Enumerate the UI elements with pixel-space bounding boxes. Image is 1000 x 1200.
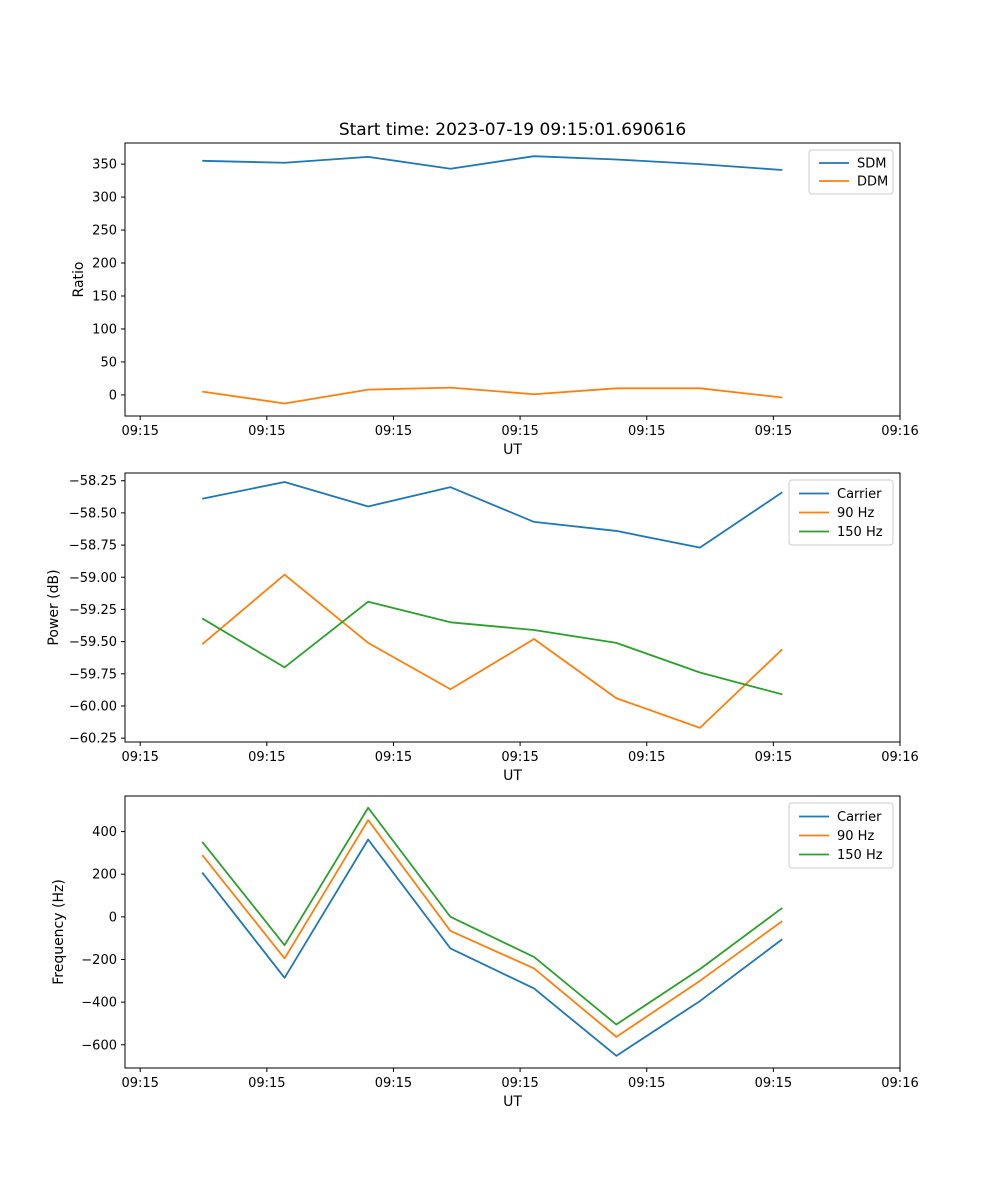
x-tick-label: 09:16 [881, 1076, 918, 1091]
y-tick-label: 300 [92, 191, 117, 206]
x-tick-label: 09:15 [755, 1076, 792, 1091]
legend-box [808, 149, 894, 195]
y-tick-label: −400 [81, 996, 117, 1011]
x-tick-label: 09:15 [375, 1076, 412, 1091]
series-line-carrier [202, 481, 783, 549]
y-tick-label: −59.75 [69, 667, 117, 682]
y-tick-label: −59.50 [69, 635, 117, 650]
legend-label: 90 Hz [837, 829, 874, 844]
y-tick-label: −60.00 [69, 699, 117, 714]
y-tick-label: −58.50 [69, 506, 117, 521]
x-tick-label: 09:15 [121, 424, 158, 439]
subplot-3: 09:15 09:15 09:15 09:15 09:15 09:15 09:16 400 20… [51, 795, 919, 1110]
legend-label: SDM [857, 157, 886, 172]
x-tick-label: 09:15 [375, 424, 412, 439]
x-tick-label: 09:15 [248, 750, 285, 765]
x-axis-label: UT [503, 768, 522, 784]
y-tick-label: 0 [109, 910, 117, 925]
chart-title: Start time: 2023-07-19 09:15:01.690616 [338, 120, 687, 140]
y-axis-label: Power (dB) [46, 569, 62, 645]
series-line-90-hz [201, 819, 783, 1038]
x-tick-label: 09:15 [755, 750, 792, 765]
series-line-sdm [202, 155, 783, 171]
y-tick-label: 200 [92, 257, 117, 272]
y-tick-label: −59.00 [69, 571, 117, 586]
y-tick-label: 400 [92, 825, 117, 840]
legend-label: Carrier [837, 487, 882, 502]
y-axis-label: Ratio [71, 262, 87, 298]
y-tick-label: −600 [81, 1038, 117, 1053]
y-tick-label: −200 [81, 953, 117, 968]
axes-frame [124, 472, 901, 743]
y-tick-label: 150 [92, 289, 117, 304]
series-line-150-hz [201, 600, 783, 696]
legend-label: 150 Hz [837, 848, 883, 863]
legend-box [788, 802, 894, 869]
legend-label: Carrier [837, 810, 882, 825]
x-axis-label: UT [503, 442, 522, 458]
x-tick-label: 09:15 [628, 424, 665, 439]
x-tick-label: 09:15 [755, 424, 792, 439]
y-tick-label: 50 [100, 355, 117, 370]
series-line-150-hz [201, 806, 783, 1026]
x-tick-label: 09:16 [881, 750, 918, 765]
legend-label: 90 Hz [837, 506, 874, 521]
series-line-90-hz [201, 573, 783, 729]
x-tick-label: 09:15 [501, 750, 538, 765]
y-tick-label: 200 [92, 868, 117, 883]
subplot-2: 09:15 09:15 09:15 09:15 09:15 09:15 09:16 −58.2… [46, 472, 919, 784]
x-tick-label: 09:15 [628, 1076, 665, 1091]
y-tick-label: 100 [92, 322, 117, 337]
y-tick-label: 250 [92, 224, 117, 239]
subplot-1: 09:15 09:15 09:15 09:15 09:15 09:15 09:16 0 50 10… [71, 142, 919, 458]
x-tick-label: 09:16 [881, 424, 918, 439]
x-tick-label: 09:15 [375, 750, 412, 765]
x-tick-label: 09:15 [121, 750, 158, 765]
legend-label: 150 Hz [837, 525, 883, 540]
x-tick-label: 09:15 [501, 1076, 538, 1091]
legend-label: DDM [857, 175, 888, 190]
y-tick-label: 350 [92, 158, 117, 173]
y-tick-label: −60.25 [69, 732, 117, 747]
y-tick-label: −58.25 [69, 474, 117, 489]
x-tick-label: 09:15 [501, 424, 538, 439]
axes-frame [124, 795, 901, 1069]
y-axis-label: Frequency (Hz) [51, 879, 67, 985]
x-tick-label: 09:15 [248, 1076, 285, 1091]
x-axis-label: UT [503, 1094, 522, 1110]
y-tick-label: 0 [109, 388, 117, 403]
x-tick-label: 09:15 [121, 1076, 158, 1091]
y-tick-label: −59.25 [69, 603, 117, 618]
y-tick-label: −58.75 [69, 539, 117, 554]
series-line-carrier [201, 838, 783, 1057]
series-line-ddm [202, 386, 783, 405]
legend-box [788, 479, 894, 546]
x-tick-label: 09:15 [628, 750, 665, 765]
x-tick-label: 09:15 [248, 424, 285, 439]
axes-frame [124, 142, 901, 417]
